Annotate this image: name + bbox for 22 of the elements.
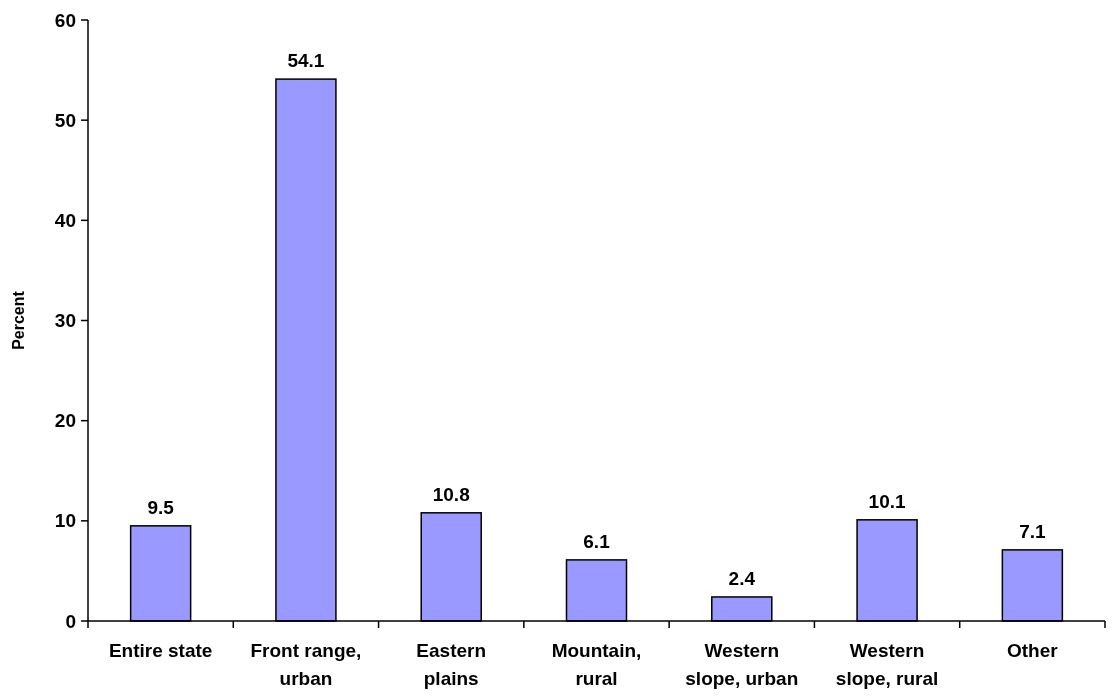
data-label: 54.1	[287, 50, 325, 72]
y-axis-title: Percent	[10, 290, 27, 350]
y-tick-label: 20	[54, 410, 76, 432]
data-label: 10.8	[432, 483, 470, 505]
x-tick-label: Mountain, rural	[551, 640, 642, 689]
x-tick-label: Eastern plains	[416, 640, 487, 689]
x-tick-label: Front range, urban	[250, 640, 362, 689]
y-tick-label: 40	[54, 209, 76, 231]
y-tick-label: 50	[54, 109, 76, 131]
x-tick-label: Western slope, urban	[685, 640, 799, 689]
data-label: 2.4	[728, 567, 756, 589]
x-tick-label: Other	[1007, 640, 1059, 661]
data-label: 10.1	[868, 490, 906, 512]
data-label: 7.1	[1019, 520, 1046, 542]
data-label: 6.1	[583, 530, 611, 552]
data-label: 9.5	[147, 496, 175, 518]
y-tick-label: 60	[54, 9, 76, 31]
y-tick-label: 0	[65, 610, 76, 632]
y-tick-label: 10	[54, 510, 76, 532]
y-tick-label: 30	[54, 310, 76, 332]
x-tick-label: Western slope, rural	[835, 640, 939, 689]
x-tick-label: Entire state	[108, 640, 213, 661]
